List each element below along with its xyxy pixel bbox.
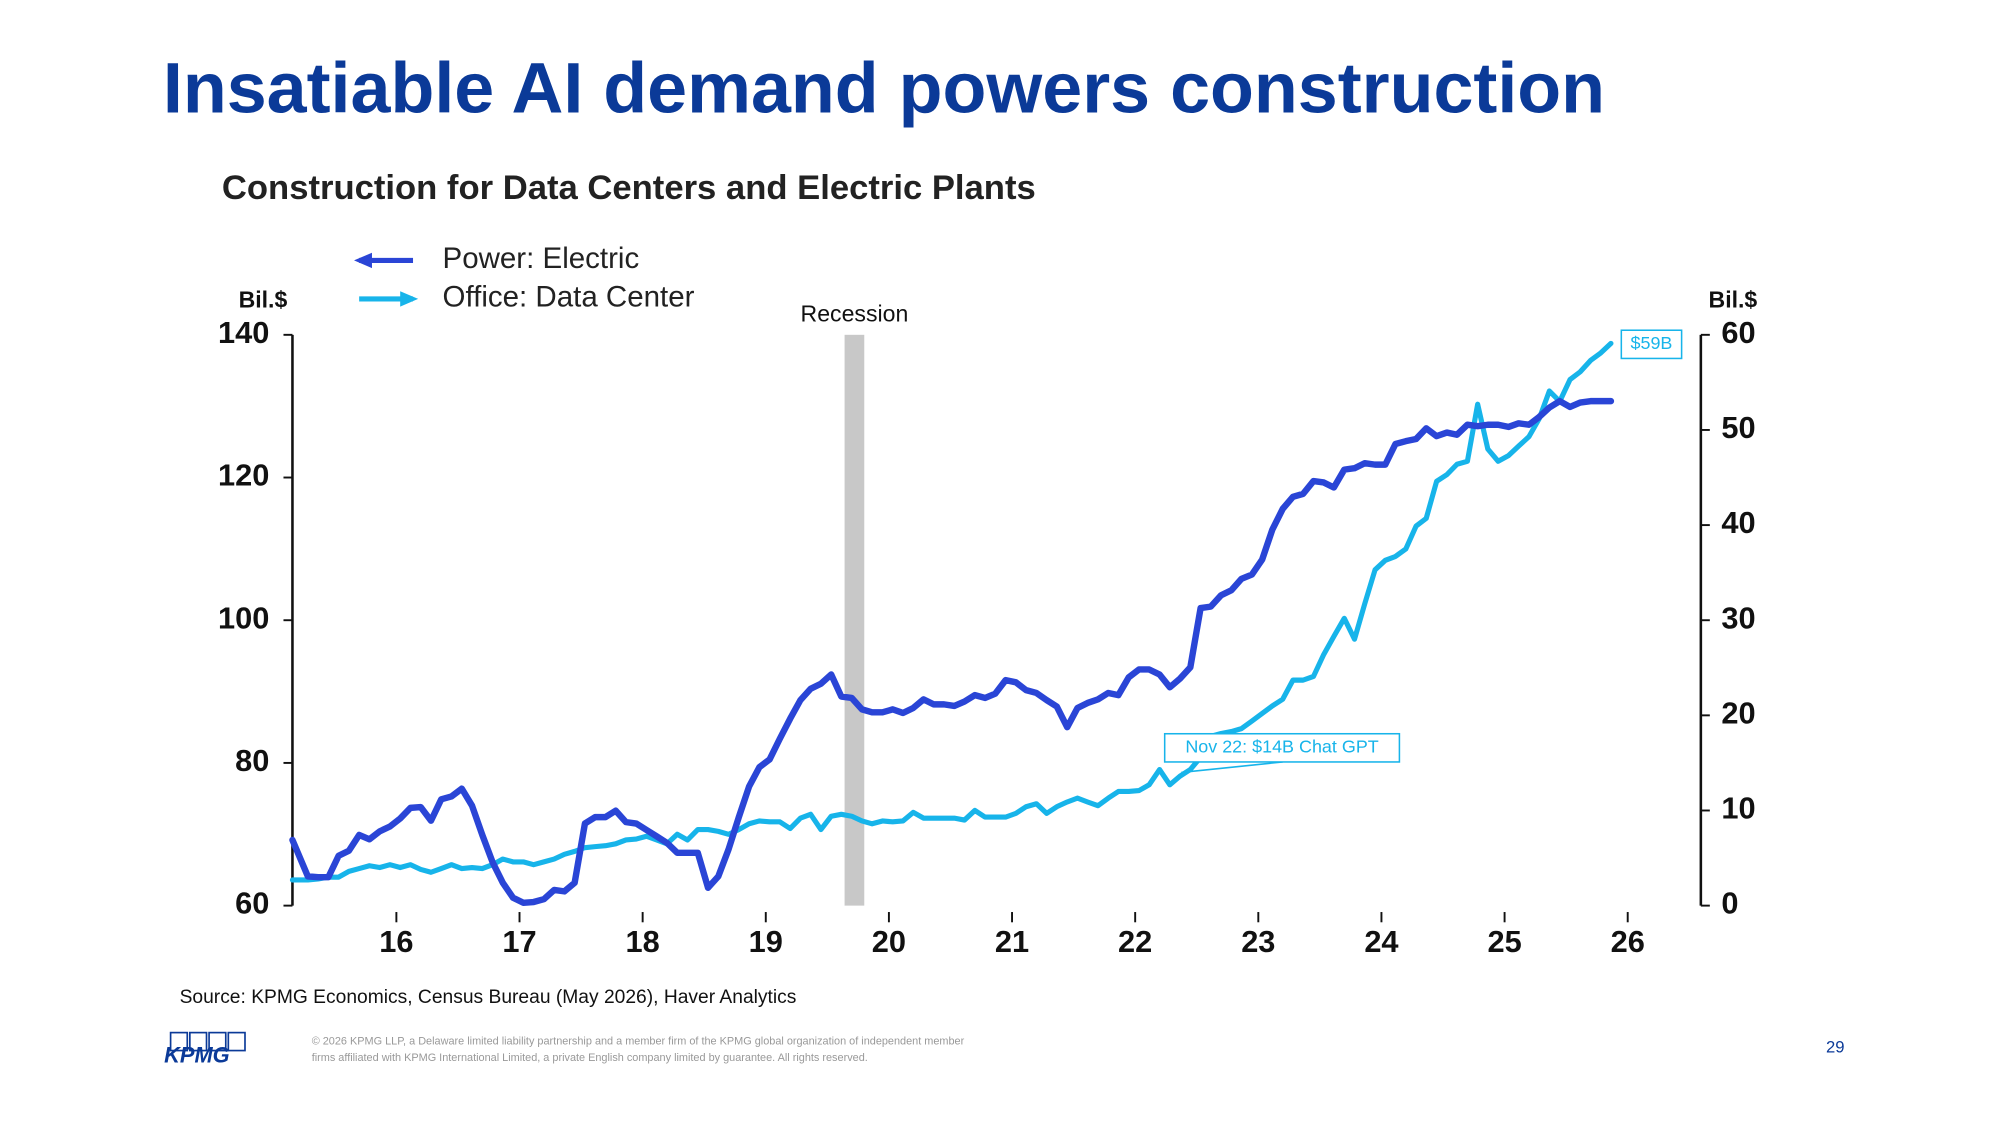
recession-band: [844, 334, 865, 906]
x-tick-label: 23: [1241, 924, 1275, 959]
logo: KPMG: [164, 1031, 246, 1068]
y-tick-label: 100: [218, 600, 269, 635]
annotation-box: [1620, 329, 1683, 360]
y2-tick-label: 40: [1721, 505, 1755, 540]
x-tick-label: 20: [872, 924, 906, 959]
x-tick-label: 24: [1364, 924, 1398, 959]
legend-label: Power: Electric: [443, 242, 640, 275]
annotation-box: [1163, 732, 1401, 763]
y2-tick-label: 30: [1721, 600, 1755, 635]
y-tick-label: 120: [218, 458, 269, 493]
annotation-pointer: [1181, 761, 1283, 774]
y2-tick-label: 10: [1721, 791, 1755, 826]
x-tick-label: 26: [1611, 924, 1645, 959]
x-tick-label: 19: [749, 924, 783, 959]
y2-tick-label: 20: [1721, 695, 1755, 730]
copyright: firms affiliated with KPMG International…: [312, 1052, 868, 1064]
logo-text: KPMG: [164, 1043, 229, 1068]
copyright: © 2026 KPMG LLP, a Delaware limited liab…: [312, 1035, 965, 1047]
logo-box: [189, 1031, 208, 1052]
logo-box: [208, 1031, 227, 1052]
y-tick-label: 80: [235, 743, 269, 778]
x-tick-label: 18: [626, 924, 660, 959]
y2-tick-label: 60: [1721, 315, 1755, 350]
x-tick-label: 22: [1118, 924, 1152, 959]
annotation-text: Nov 22: $14B Chat GPT: [1185, 737, 1378, 757]
y2-axis-label: Bil.$: [1709, 287, 1758, 313]
y-tick-label: 60: [235, 886, 269, 921]
legend-arrow: [400, 291, 419, 307]
legend-arrow: [354, 252, 372, 269]
legend-label: Office: Data Center: [443, 281, 695, 314]
y-axis-label: Bil.$: [239, 287, 288, 313]
logo-box: [169, 1031, 189, 1052]
series-line: [289, 397, 1615, 907]
x-tick-label: 16: [379, 924, 413, 959]
y2-tick-label: 0: [1721, 886, 1738, 921]
y-tick-label: 140: [218, 315, 269, 350]
recession-label: Recession: [801, 301, 909, 327]
logo-box: [227, 1031, 246, 1052]
page-number: 29: [1826, 1037, 1845, 1056]
annotation-text: $59B: [1631, 333, 1673, 353]
series-line: [289, 340, 1614, 883]
x-tick-label: 25: [1487, 924, 1521, 959]
y2-tick-label: 50: [1721, 410, 1755, 445]
x-tick-label: 21: [995, 924, 1029, 959]
source-note: Source: KPMG Economics, Census Bureau (M…: [180, 987, 797, 1008]
chart-title: Construction for Data Centers and Electr…: [222, 169, 1036, 207]
slide-title: Insatiable AI demand powers construction: [163, 49, 1605, 129]
x-tick-label: 17: [502, 924, 536, 959]
